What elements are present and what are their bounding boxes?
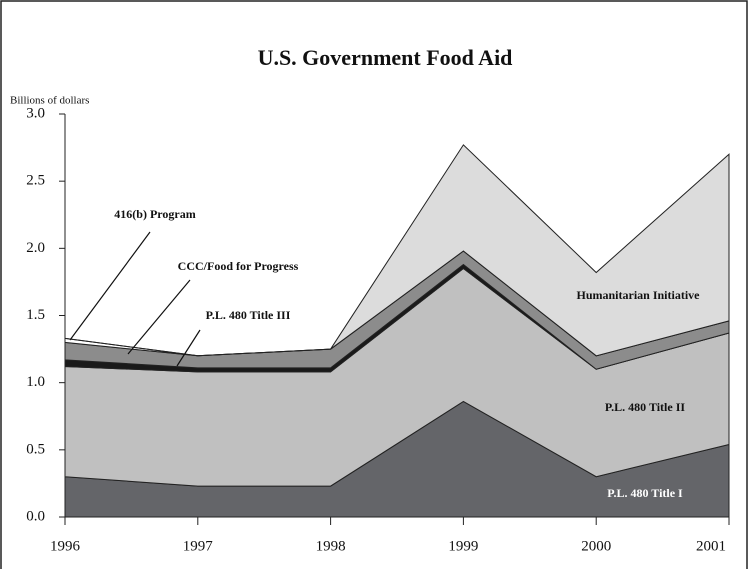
x-tick-label: 1999 (448, 538, 478, 554)
y-tick-label: 2.0 (26, 240, 45, 256)
chart-title: U.S. Government Food Aid (258, 45, 513, 70)
series-label: P.L. 480 Title II (605, 400, 685, 414)
leader-line (176, 329, 201, 367)
series-label: P.L. 480 Title III (206, 308, 291, 322)
x-tick-label: 1998 (316, 538, 346, 554)
x-tick-label: 2001 (696, 538, 726, 554)
y-tick-label: 2.5 (26, 173, 45, 189)
leader-line (127, 279, 191, 355)
y-tick-label: 0.0 (26, 508, 45, 524)
leader-line (69, 231, 151, 341)
x-tick-label: 1996 (50, 538, 81, 554)
y-axis-label: Billions of dollars (10, 95, 89, 107)
y-tick-label: 3.0 (26, 105, 45, 121)
x-tick-label: 1997 (183, 538, 214, 554)
y-tick-label: 1.0 (26, 374, 45, 390)
series-label: 416(b) Program (114, 207, 195, 221)
y-tick-label: 1.5 (26, 307, 45, 323)
series-label: Humanitarian Initiative (576, 288, 700, 302)
x-tick-label: 2000 (581, 538, 611, 554)
area (64, 144, 730, 357)
series-label: P.L. 480 Title I (607, 486, 683, 500)
series-label: CCC/Food for Progress (178, 259, 299, 273)
y-tick-label: 0.5 (26, 441, 45, 457)
